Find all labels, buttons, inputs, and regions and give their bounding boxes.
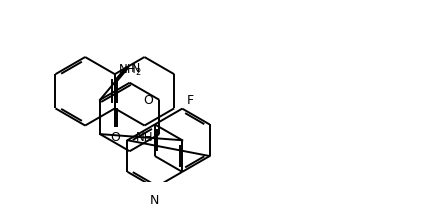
Text: NH: NH [136,130,153,143]
Text: O: O [144,94,153,107]
Text: N: N [130,61,140,74]
Text: O: O [110,130,120,143]
Text: F: F [187,94,194,107]
Text: NH$_2$: NH$_2$ [118,63,142,78]
Text: N: N [150,193,159,206]
